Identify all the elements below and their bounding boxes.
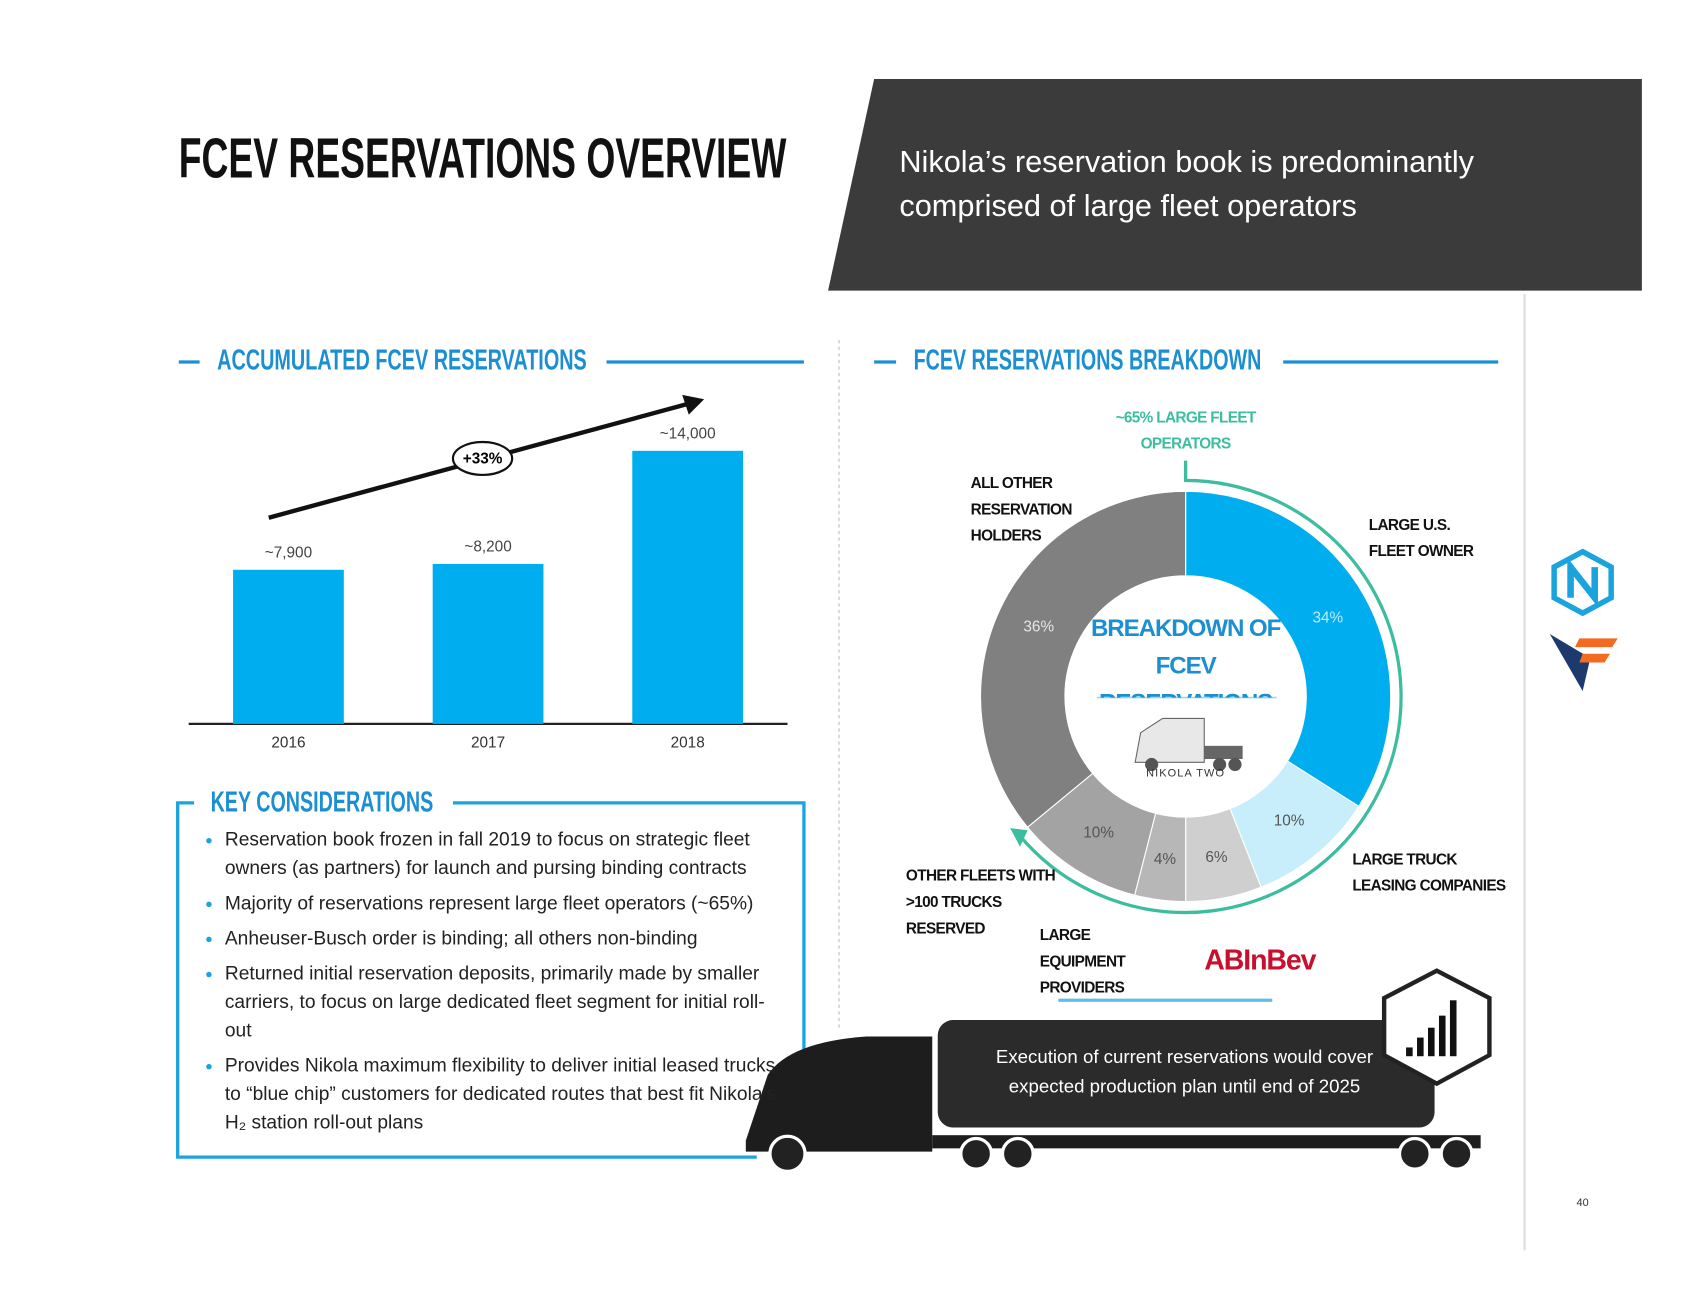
x-tick-label: 2016	[271, 735, 305, 752]
x-tick-label: 2017	[471, 735, 505, 752]
page-title: FCEV RESERVATIONS OVERVIEW	[179, 126, 787, 190]
chart-title: FCEV RESERVATIONS BREAKDOWN	[914, 344, 1262, 376]
value-label: ~14,000	[660, 425, 716, 442]
category-label: ALL OTHER RESERVATION HOLDERS	[970, 473, 1073, 545]
bullet: Returned initial reservation deposits, p…	[225, 959, 790, 1045]
annotation: +33%	[463, 451, 503, 468]
text-box: ~65% LARGE FLEET OPERATORS	[1115, 408, 1257, 452]
text-box: Execution of current reservations would …	[995, 1046, 1374, 1097]
text-box: Reservation book frozen in fall 2019 to …	[192, 825, 790, 1154]
category-label: LARGE U.S. FLEET OWNER	[1368, 515, 1474, 560]
text-box: ALL OTHER RESERVATION HOLDERS	[970, 473, 1073, 545]
logo	[1549, 633, 1591, 691]
category-label: OTHER FLEETS WITH >100 TRUCKS RESERVED	[905, 866, 1056, 937]
text-box: ABInBev	[1204, 943, 1316, 977]
bracket-arc	[1017, 460, 1403, 915]
box-title: KEY CONSIDERATIONS	[211, 786, 434, 818]
annotation-badge	[451, 440, 514, 477]
bullet: Reservation book frozen in fall 2019 to …	[225, 825, 790, 882]
value-label: 10%	[1274, 813, 1305, 830]
text-box: LARGE TRUCK LEASING COMPANIES	[1352, 850, 1506, 894]
signal-bars	[1406, 1000, 1457, 1057]
text-box: LARGE U.S. FLEET OWNER	[1368, 515, 1474, 560]
considerations-list: Reservation book frozen in fall 2019 to …	[192, 825, 790, 1136]
donut-slice	[979, 490, 1187, 828]
logo	[1551, 548, 1614, 617]
category-label: LARGE TRUCK LEASING COMPANIES	[1352, 850, 1506, 894]
value-label: ~7,900	[265, 544, 312, 561]
headline: Nikola’s reservation book is predominant…	[899, 144, 1475, 223]
category-label: LARGE EQUIPMENT PROVIDERS	[1039, 925, 1126, 996]
page-number: 40	[1577, 1197, 1589, 1209]
truck-icon	[1134, 717, 1243, 772]
bullet-list: Reservation book frozen in fall 2019 to …	[192, 825, 790, 1136]
logo	[1574, 638, 1618, 663]
callout-box	[937, 1020, 1435, 1128]
value-label: ~8,200	[464, 539, 511, 556]
value-label: 36%	[1023, 618, 1054, 635]
callout-text: Execution of current reservations would …	[995, 1046, 1374, 1097]
bar	[432, 563, 544, 724]
text-box: BREAKDOWN OF FCEV RESERVATIONS	[1090, 614, 1281, 697]
center-label: BREAKDOWN OF FCEV RESERVATIONS	[1090, 614, 1281, 697]
text-box: Nikola’s reservation book is predominant…	[899, 144, 1475, 223]
bullet: Majority of reservations represent large…	[225, 888, 790, 917]
truck-silhouette	[745, 1036, 1481, 1174]
category-label: ABInBev	[1204, 943, 1316, 977]
image-label: NIKOLA TWO	[1146, 767, 1226, 780]
box-frame	[176, 801, 806, 1159]
bullet: Anheuser-Busch order is binding; all oth…	[225, 924, 790, 953]
text-box: LARGE EQUIPMENT PROVIDERS	[1039, 925, 1126, 996]
value-label: 34%	[1312, 609, 1343, 626]
bar	[632, 450, 744, 724]
value-label: 6%	[1205, 849, 1228, 866]
value-label: 10%	[1083, 825, 1114, 842]
value-label: 4%	[1154, 851, 1177, 868]
headline-banner	[828, 79, 1642, 291]
donut-slice	[1185, 490, 1392, 808]
annotation: ~65% LARGE FLEET OPERATORS	[1115, 408, 1257, 452]
x-tick-label: 2018	[671, 735, 705, 752]
arrow-head	[682, 394, 705, 415]
bullet: Provides Nikola maximum flexibility to d…	[225, 1051, 790, 1137]
chart-title: ACCUMULATED FCEV RESERVATIONS	[217, 344, 587, 376]
text-box: OTHER FLEETS WITH >100 TRUCKS RESERVED	[905, 866, 1056, 937]
bar	[233, 569, 344, 724]
text-box: NIKOLA TWO	[1146, 767, 1226, 780]
arc-head	[1010, 828, 1028, 847]
logo	[1567, 557, 1598, 608]
